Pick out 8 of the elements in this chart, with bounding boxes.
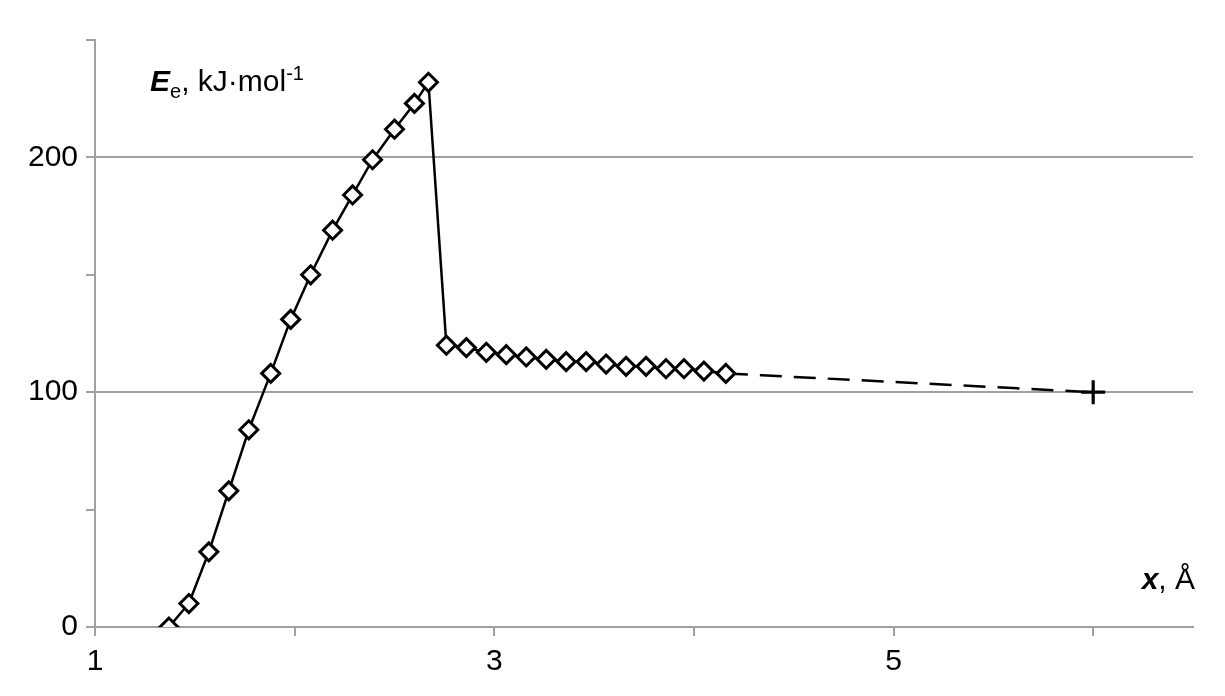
y-axis-title: E$_{e}$, kJ·mol$^{-1}$ [150,62,304,103]
y-tick-label: 100 [27,373,79,407]
x-tick-label: 3 [485,643,503,677]
x-tick-label: 1 [86,643,104,677]
y-tick-label: 200 [27,138,79,172]
x-tick-label: 5 [885,643,902,677]
x-axis-title: x, Å [1141,562,1195,596]
y-tick-label: 0 [61,608,79,642]
